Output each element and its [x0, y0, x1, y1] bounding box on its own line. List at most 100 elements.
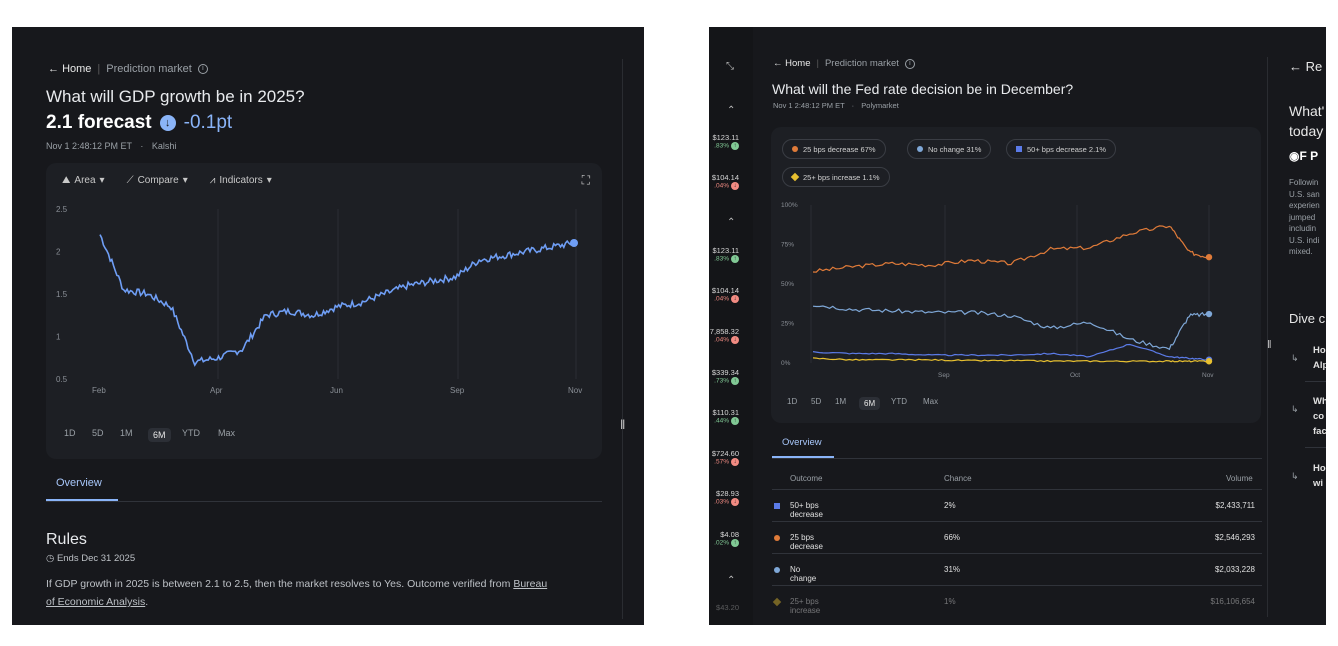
timestamp-line: Nov 1 2:48:12 PM ET · Kalshi	[46, 141, 176, 151]
ticker-price: $724.60	[711, 449, 739, 458]
ticker-price: $123.11	[712, 133, 739, 142]
side-item-text: Ho	[1313, 463, 1326, 474]
ticker-price: $339.34	[711, 368, 739, 377]
area-label: Area	[74, 175, 96, 186]
legend-chip[interactable]: No change 31%	[907, 139, 992, 159]
legend-chip[interactable]: 25+ bps increase 1.1%	[782, 167, 890, 187]
chevron-up-icon[interactable]: ⌃	[727, 575, 736, 586]
breadcrumb-home[interactable]: ← Home	[48, 63, 92, 75]
resize-handle[interactable]: ‖	[620, 417, 626, 432]
area-dropdown[interactable]: ⛰ Area ▾	[62, 175, 105, 186]
ticker-item[interactable]: $104.14.04% ↓	[709, 173, 739, 190]
ticker-change-value: .83%	[714, 142, 729, 150]
resize-handle[interactable]: ‖	[1267, 339, 1272, 351]
range-max[interactable]: Max	[218, 428, 236, 438]
chevron-up-icon[interactable]: ⌃	[727, 217, 736, 228]
ticker-item[interactable]: 7,858.32.04% ↓	[709, 327, 739, 344]
timestamp: Nov 1 2:48:12 PM ET	[46, 141, 132, 151]
legend-chip[interactable]: 25 bps decrease 67%	[782, 139, 886, 159]
side-heading-2: today	[1289, 123, 1324, 139]
bea-link[interactable]: Bureau	[513, 578, 548, 590]
outcome-name: 50+ bps decrease	[790, 501, 823, 519]
side-item-text: Wh	[1313, 396, 1326, 407]
ticker-price: $43.20	[716, 603, 739, 612]
ticker-item[interactable]: $724.60.57% ↓	[709, 449, 739, 466]
divider	[772, 521, 1262, 522]
range-6m[interactable]: 6M	[148, 428, 171, 442]
collapse-icon[interactable]: ⤡	[726, 61, 734, 72]
indicators-label: Indicators	[219, 175, 263, 186]
outcome-chance: 2%	[944, 501, 956, 510]
tab-overview[interactable]: Overview	[782, 437, 822, 448]
breadcrumb: ← Home | Prediction market i	[48, 63, 208, 75]
range-6m[interactable]: 6M	[859, 397, 881, 410]
timestamp-line: Nov 1 2:48:12 PM ET · Polymarket	[773, 101, 899, 110]
end-date-label: Ends Dec 31 2025	[56, 553, 136, 564]
y-tick-label: 75%	[781, 242, 794, 249]
ticker-item[interactable]: $28.93.03% ↓	[709, 489, 739, 506]
y-tick-label: 25%	[781, 321, 794, 328]
y-tick-label: 0%	[781, 360, 791, 367]
series-line	[812, 305, 1210, 351]
chart-card: 25 bps decrease 67% No change 31% 50+ bps …	[771, 127, 1261, 423]
y-tick-label: 0.5	[56, 375, 68, 384]
ticker-item[interactable]: $43.20	[709, 603, 739, 612]
snippet-line: includin	[1289, 224, 1317, 233]
ticker-change-value: .04%	[714, 295, 729, 303]
chevron-up-icon[interactable]: ⌃	[727, 105, 736, 116]
range-1m[interactable]: 1M	[120, 428, 133, 438]
range-5d[interactable]: 5D	[811, 397, 822, 406]
snippet-line: mixed.	[1289, 247, 1313, 256]
divider	[46, 501, 602, 502]
range-1d[interactable]: 1D	[787, 397, 798, 406]
ticker-price: $104.14	[711, 286, 739, 295]
series-endpoint[interactable]	[1205, 358, 1213, 365]
fed-market-panel: ⤡ ⌃ ⌃ ⌃ $123.11.83% ↑ $104.14.04% ↓ $123.11.…	[709, 27, 1326, 625]
tab-overview[interactable]: Overview	[56, 477, 102, 489]
x-tick-label: Oct	[1070, 372, 1080, 379]
arrow-down-icon: ↓	[731, 458, 739, 466]
arrow-down-icon: ↓	[731, 336, 739, 344]
range-ytd[interactable]: YTD	[182, 428, 200, 438]
ticker-change-value: .57%	[714, 458, 729, 466]
ticker-item[interactable]: $110.31.44% ↑	[709, 408, 739, 425]
ticker-change-value: .04%	[714, 182, 729, 190]
ticker-price: $110.31	[712, 408, 739, 417]
range-max[interactable]: Max	[923, 397, 939, 406]
info-icon[interactable]: i	[197, 64, 208, 74]
divider	[772, 458, 1262, 459]
breadcrumb-separator: |	[97, 63, 101, 75]
range-5d[interactable]: 5D	[92, 428, 104, 438]
ticker-item[interactable]: $104.14.04% ↓	[709, 286, 739, 303]
side-back[interactable]: ← Re	[1289, 59, 1323, 74]
indicators-dropdown[interactable]: ⩘ Indicators ▾	[210, 175, 272, 186]
legend-marker	[917, 146, 923, 152]
x-tick-label: Apr	[210, 386, 223, 395]
legend-chip[interactable]: 50+ bps decrease 2.1%	[1006, 139, 1117, 159]
ticker-item[interactable]: $123.11.83% ↑	[709, 246, 739, 263]
forecast-delta: -0.1pt	[183, 112, 233, 133]
fullscreen-icon[interactable]: ⛶	[581, 173, 590, 187]
dive-heading: Dive c	[1289, 311, 1326, 326]
ticker-item[interactable]: $123.11.83% ↑	[709, 133, 739, 150]
timestamp: Nov 1 2:48:12 PM ET	[773, 101, 845, 110]
breadcrumb-home[interactable]: ← Home	[773, 58, 811, 69]
arrow-down-icon: ↓	[731, 295, 739, 303]
ticker-change: .04% ↓	[709, 336, 739, 344]
column-header: Volume	[1226, 474, 1253, 483]
ticker-item[interactable]: $4.08.02% ↑	[709, 530, 739, 547]
ticker-item[interactable]: $339.34.73% ↑	[709, 368, 739, 385]
snippet-line: U.S. indi	[1289, 235, 1320, 245]
current-value-point[interactable]	[570, 239, 578, 247]
series-endpoint[interactable]	[1205, 253, 1213, 261]
outcome-marker	[774, 567, 780, 573]
range-1m[interactable]: 1M	[835, 397, 847, 406]
ticker-price: $4.08	[720, 530, 739, 539]
info-icon[interactable]: i	[904, 58, 915, 69]
range-ytd[interactable]: YTD	[891, 397, 907, 406]
series-endpoint[interactable]	[1205, 310, 1213, 318]
compare-dropdown[interactable]: ⟋ Compare ▾	[127, 175, 188, 186]
y-tick-label: 100%	[781, 202, 798, 209]
range-1d[interactable]: 1D	[64, 428, 76, 438]
bea-link-2[interactable]: of Economic Analysis	[46, 596, 146, 608]
